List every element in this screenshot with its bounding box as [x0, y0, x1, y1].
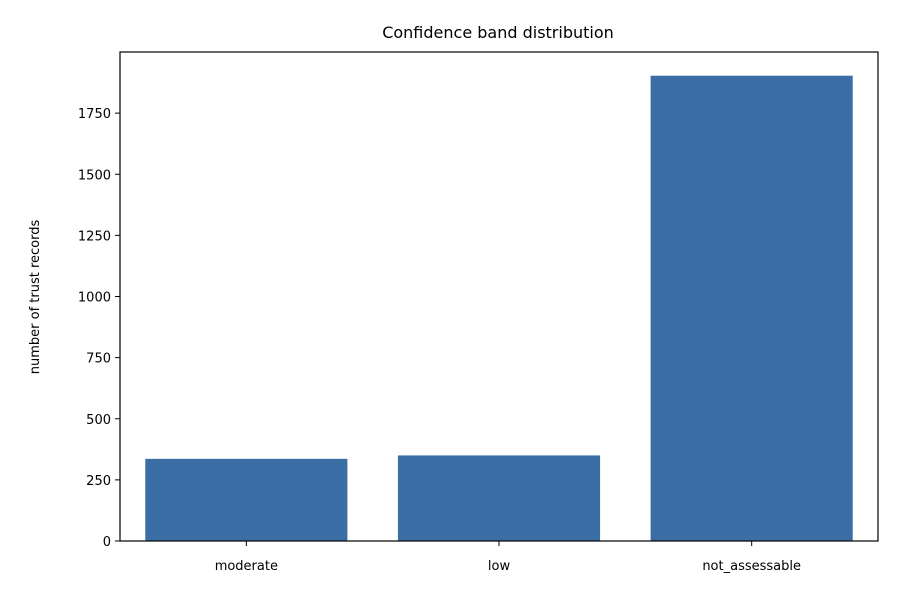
y-tick-label: 750	[86, 352, 111, 367]
bar-low	[397, 455, 601, 541]
x-tick-label: moderate	[215, 559, 278, 574]
chart-title: Confidence band distribution	[382, 23, 614, 42]
x-tick-label: low	[488, 559, 511, 574]
y-tick-label: 500	[86, 413, 111, 428]
y-tick-label: 1250	[78, 229, 111, 244]
bar-moderate	[145, 458, 348, 541]
bar-not-assessable	[650, 75, 853, 542]
plot-area: moderate low not_assessable 0 250 500 750 1000 1…	[78, 51, 879, 574]
y-tick-label: 1000	[78, 291, 111, 306]
y-tick-label: 1500	[78, 168, 111, 183]
plot-frame	[119, 51, 879, 542]
y-axis-label: number of trust records	[28, 220, 43, 375]
y-tick-label: 0	[103, 535, 111, 550]
y-tick-label: 1750	[78, 107, 111, 122]
x-tick-label: not_assessable	[702, 559, 801, 574]
y-tick-label: 250	[86, 474, 111, 489]
